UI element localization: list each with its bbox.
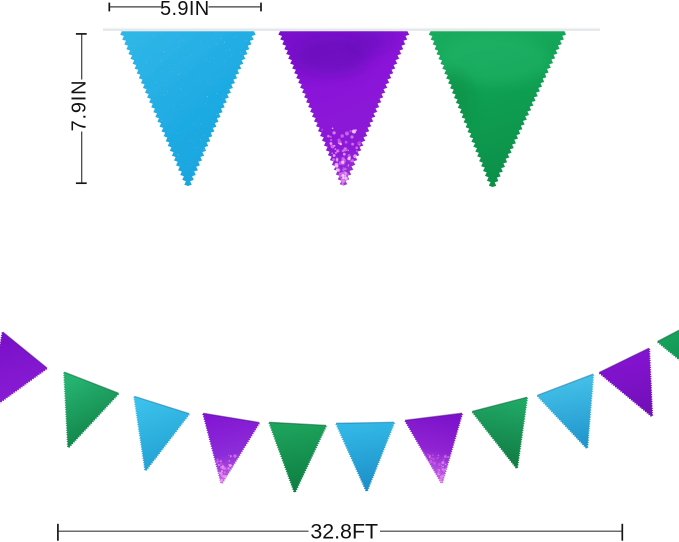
svg-text:7.9IN: 7.9IN xyxy=(68,80,90,132)
svg-text:5.9IN: 5.9IN xyxy=(160,0,210,20)
svg-text:32.8FT: 32.8FT xyxy=(310,519,378,542)
